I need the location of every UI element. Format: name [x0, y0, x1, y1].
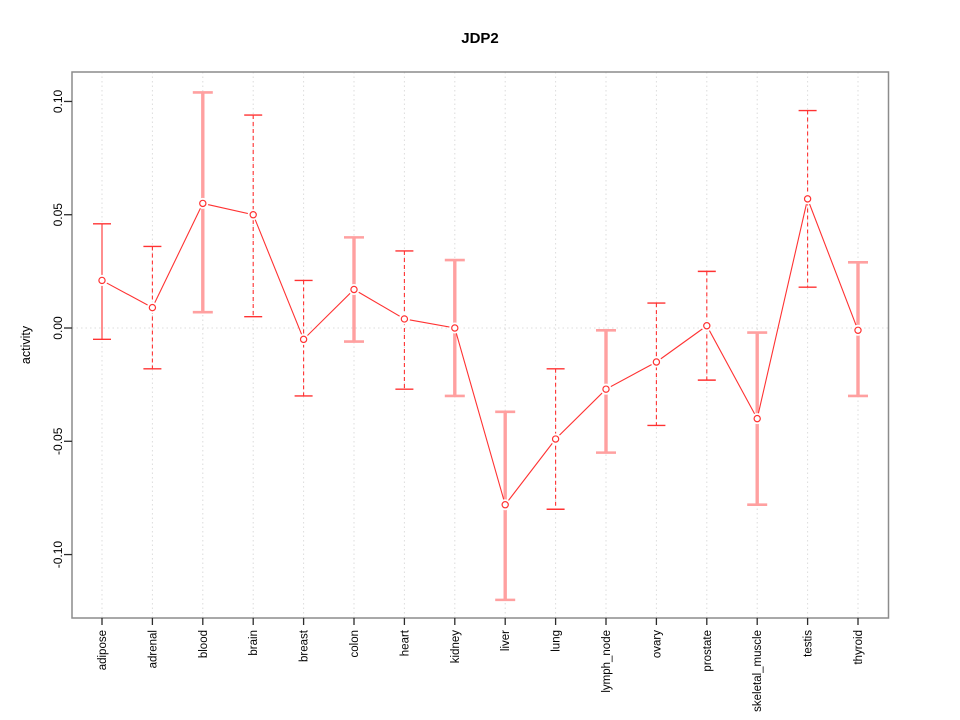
point-gap-mask — [852, 324, 864, 336]
data-point — [249, 211, 257, 219]
series-line — [101, 196, 859, 506]
point-gap-mask — [550, 433, 562, 445]
data-point — [299, 335, 308, 344]
point-gap-mask — [398, 313, 410, 325]
point-gap-mask — [298, 333, 310, 345]
point-gap-mask — [751, 413, 763, 425]
point-gap-mask — [247, 209, 259, 221]
y-tick-label: 0.05 — [51, 203, 65, 227]
y-tick-label: 0.00 — [51, 316, 65, 340]
plot-frame — [71, 71, 890, 619]
x-tick-label: prostate — [702, 630, 714, 672]
point-gap-mask — [146, 302, 158, 314]
point-gap-mask — [348, 283, 360, 295]
point-gap-mask — [197, 197, 209, 209]
x-tick-label: kidney — [450, 630, 462, 663]
point-gap-mask — [499, 499, 511, 511]
x-tick-label: thyroid — [853, 630, 865, 665]
data-point — [400, 315, 409, 323]
x-tick-label: adrenal — [147, 630, 159, 668]
point-gap-mask — [802, 193, 814, 205]
data-point — [199, 199, 207, 208]
data-point — [501, 501, 509, 509]
data-point — [652, 358, 661, 366]
data-point — [451, 324, 459, 332]
point-gap-mask — [650, 356, 662, 368]
x-tick-label: ovary — [651, 630, 663, 658]
point-gap-mask — [449, 322, 461, 334]
x-tick-label: liver — [500, 630, 512, 651]
x-tick-label: lung — [551, 630, 563, 652]
data-point — [148, 303, 157, 312]
point-gap-mask — [96, 274, 108, 286]
x-tick-label: brain — [248, 630, 260, 656]
x-tick-label: colon — [349, 630, 361, 658]
data-point — [703, 322, 711, 330]
y-tick-label: -0.10 — [51, 541, 65, 569]
chart-title: JDP2 — [461, 30, 499, 47]
x-tick-label: breast — [299, 629, 311, 662]
x-tick-label: skeletal_muscle — [752, 630, 764, 712]
data-point — [753, 414, 761, 423]
data-point — [602, 385, 610, 393]
data-point — [98, 276, 106, 285]
y-tick-label: 0.10 — [51, 89, 65, 113]
data-point — [350, 285, 358, 294]
point-gap-mask — [701, 320, 713, 332]
x-tick-label: testis — [803, 630, 815, 657]
data-point — [551, 435, 560, 443]
x-tick-label: lymph_node — [601, 630, 613, 693]
data-point — [803, 195, 812, 203]
data-point — [854, 326, 862, 334]
point-gap-mask — [600, 383, 612, 395]
x-tick-label: adipose — [97, 630, 109, 670]
y-tick-label: -0.05 — [51, 427, 65, 455]
x-tick-label: heart — [399, 629, 411, 656]
x-tick-label: blood — [198, 630, 210, 658]
